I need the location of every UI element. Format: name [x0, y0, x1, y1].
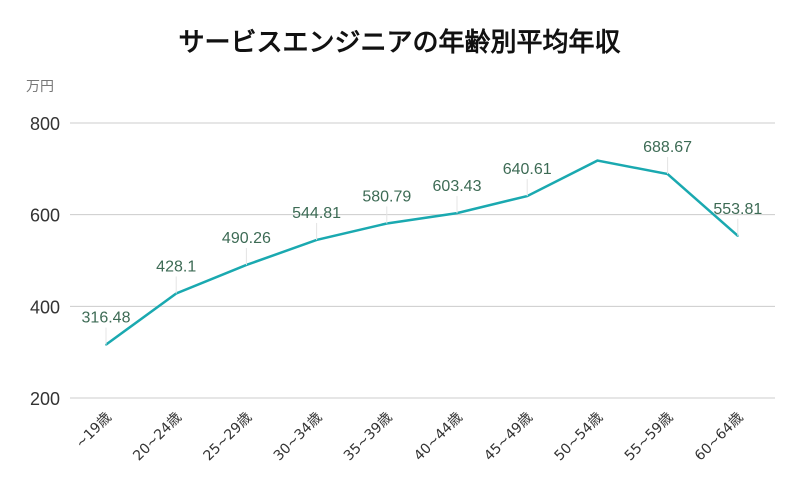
x-tick-label: 35~39歳 [341, 410, 396, 465]
x-tick-label: 40~44歳 [411, 410, 466, 465]
data-label: 490.26 [222, 230, 271, 247]
data-series-line [105, 159, 739, 346]
data-label: 688.67 [643, 139, 692, 156]
x-tick-label: 20~24歳 [130, 410, 185, 465]
x-tick-label: 60~64歳 [692, 410, 747, 465]
x-tick-label: 30~34歳 [271, 410, 326, 465]
x-tick-label: 50~54歳 [552, 410, 607, 465]
data-label: 544.81 [292, 205, 341, 222]
data-point [596, 159, 599, 162]
x-tick-label: 55~59歳 [622, 410, 677, 465]
data-label: 640.61 [503, 161, 552, 178]
data-label: 580.79 [362, 188, 411, 205]
x-tick-label: 25~29歳 [201, 410, 256, 465]
data-label: 553.81 [713, 201, 762, 218]
y-tick-label: 800 [30, 114, 60, 134]
data-label: 428.1 [156, 258, 196, 275]
x-tick-label: ~19歳 [73, 410, 115, 452]
x-tick-label: 45~49歳 [481, 410, 536, 465]
data-label: 603.43 [433, 178, 482, 195]
data-label: 316.48 [82, 310, 131, 327]
y-tick-label: 600 [30, 206, 60, 226]
y-axis-unit: 万円 [26, 79, 54, 95]
y-tick-label: 200 [30, 389, 60, 409]
y-tick-label: 400 [30, 297, 60, 317]
chart-title: サービスエンジニアの年齢別平均年収 [178, 28, 621, 58]
